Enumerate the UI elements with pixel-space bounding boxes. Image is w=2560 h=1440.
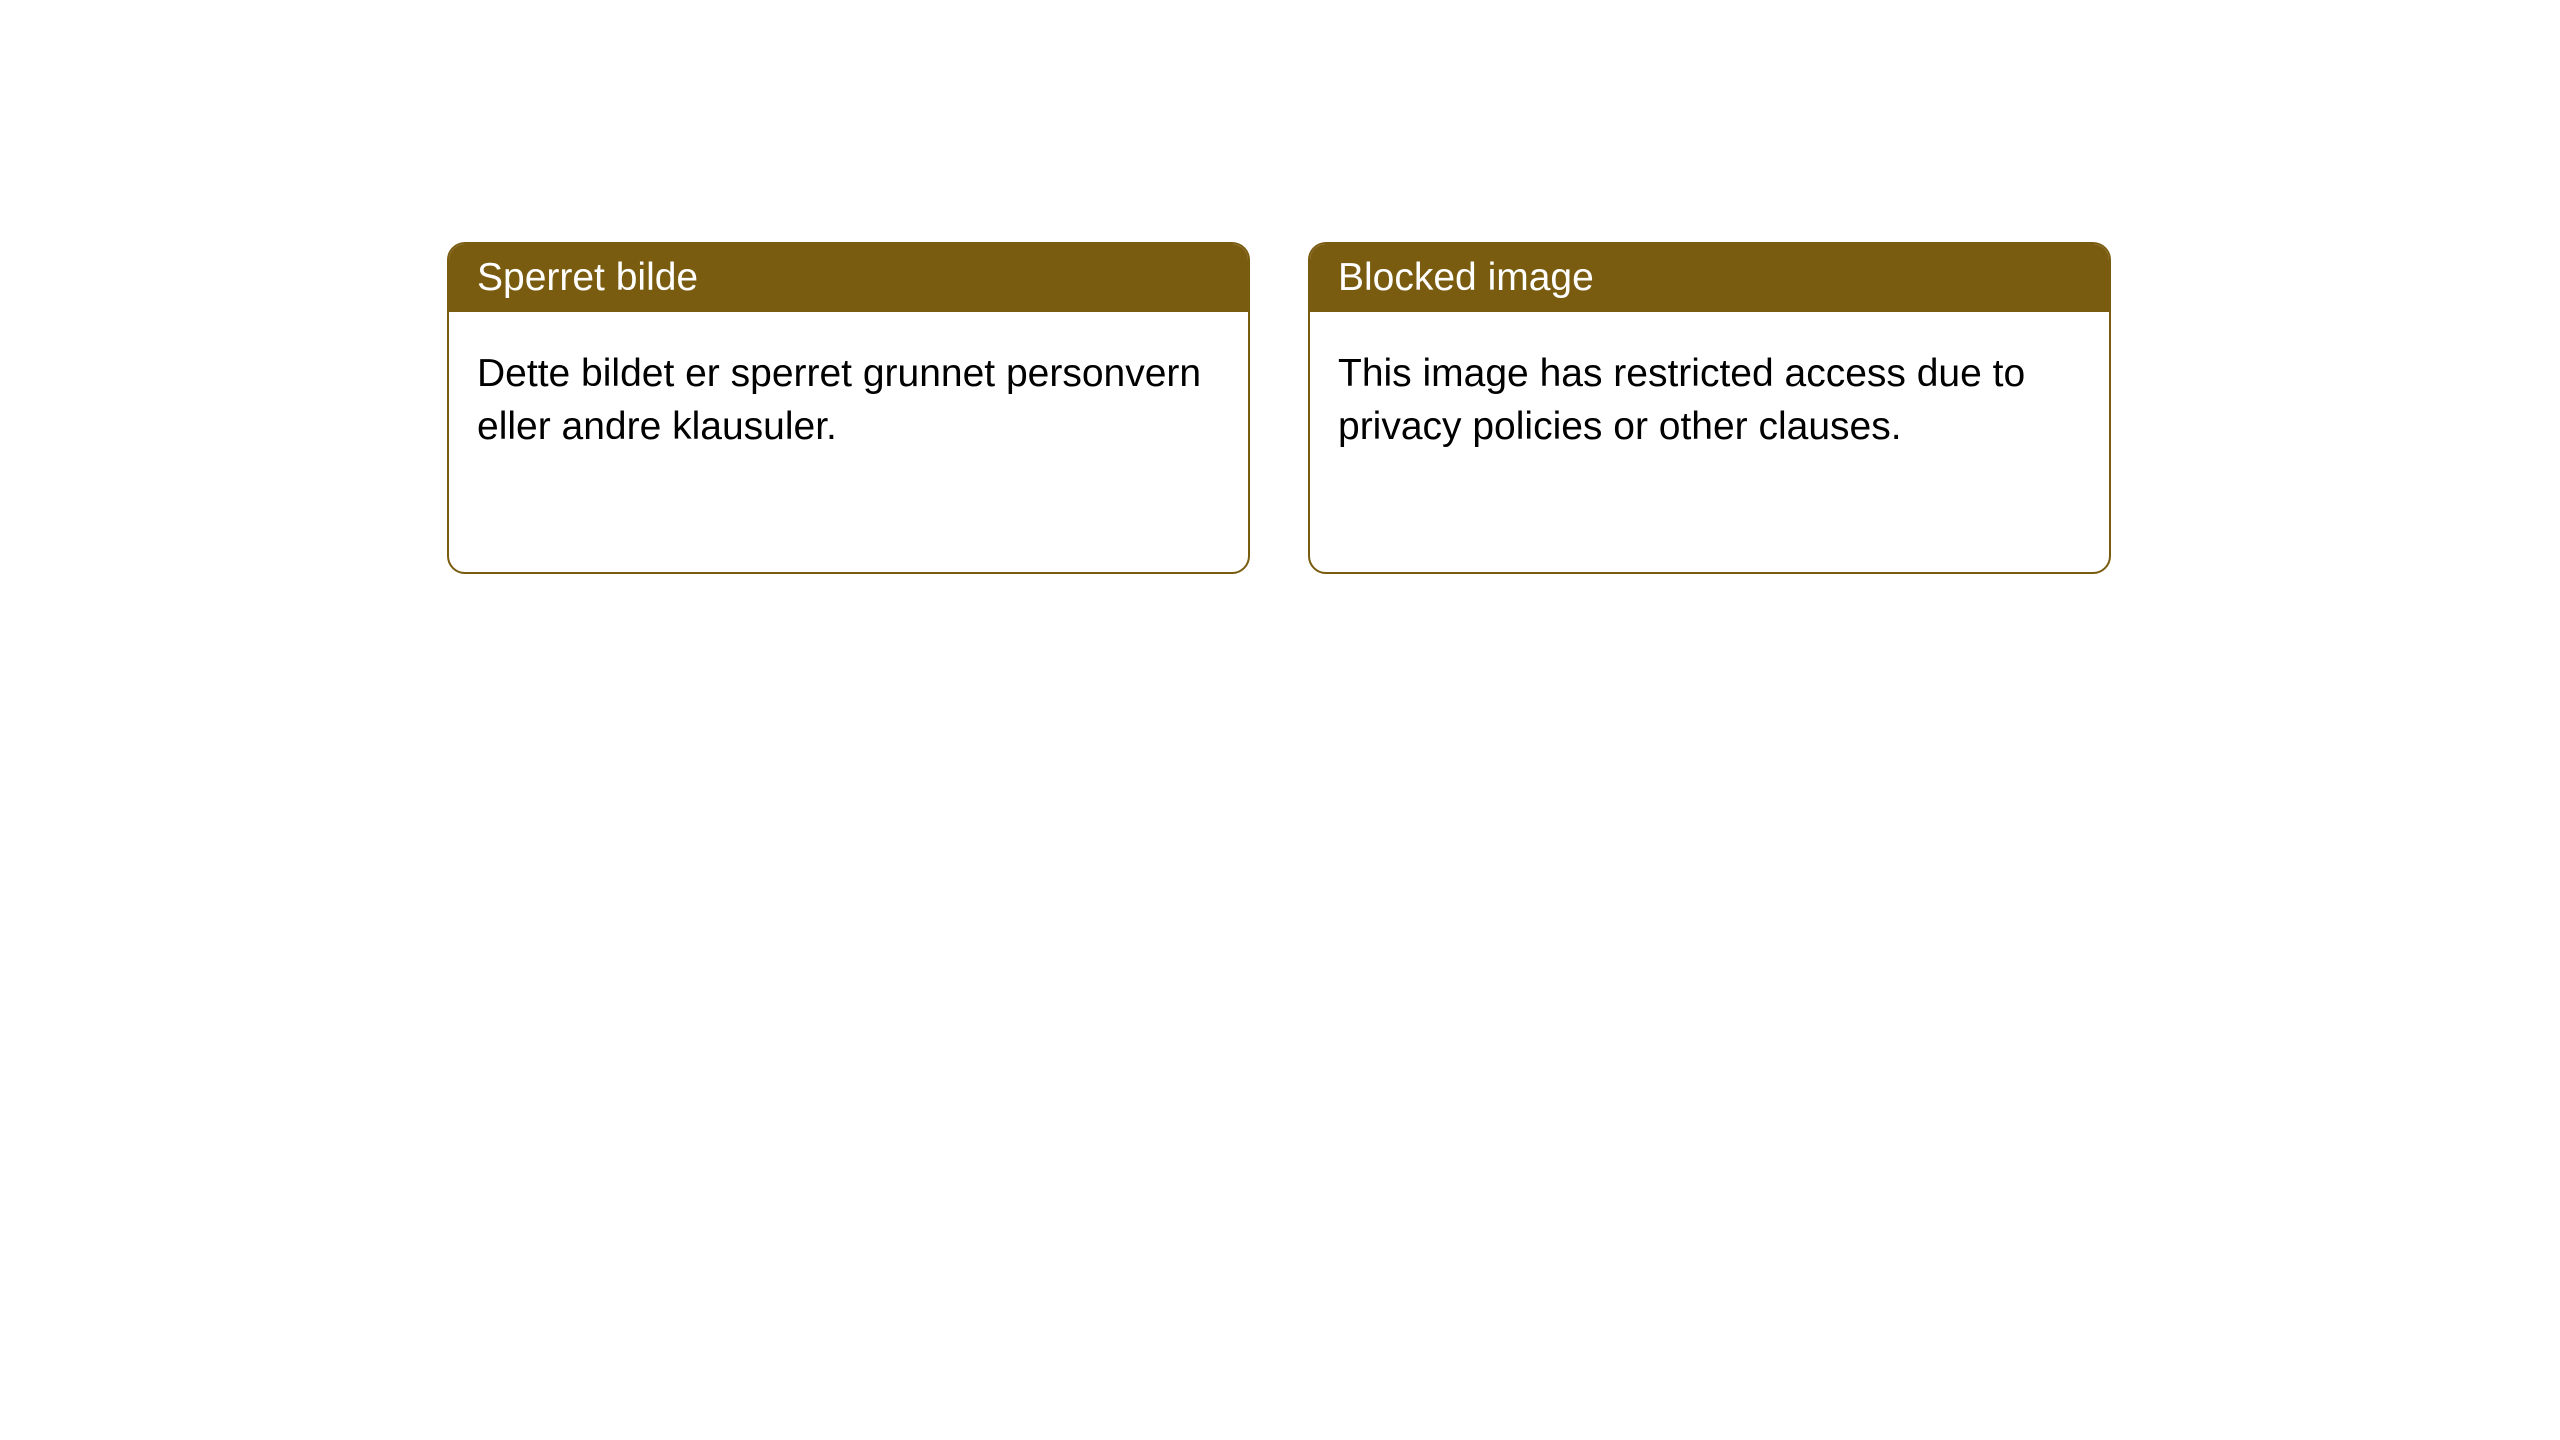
notice-card-body: This image has restricted access due to … — [1310, 312, 2109, 572]
notice-card-body: Dette bildet er sperret grunnet personve… — [449, 312, 1248, 572]
notice-title: Sperret bilde — [477, 256, 698, 299]
notice-title: Blocked image — [1338, 256, 1594, 299]
notice-body-text: This image has restricted access due to … — [1338, 352, 2025, 448]
notice-card-header: Sperret bilde — [449, 244, 1248, 312]
notice-card-norwegian: Sperret bilde Dette bildet er sperret gr… — [447, 242, 1250, 574]
notice-card-header: Blocked image — [1310, 244, 2109, 312]
notice-body-text: Dette bildet er sperret grunnet personve… — [477, 352, 1201, 448]
notice-container: Sperret bilde Dette bildet er sperret gr… — [447, 242, 2111, 574]
notice-card-english: Blocked image This image has restricted … — [1308, 242, 2111, 574]
